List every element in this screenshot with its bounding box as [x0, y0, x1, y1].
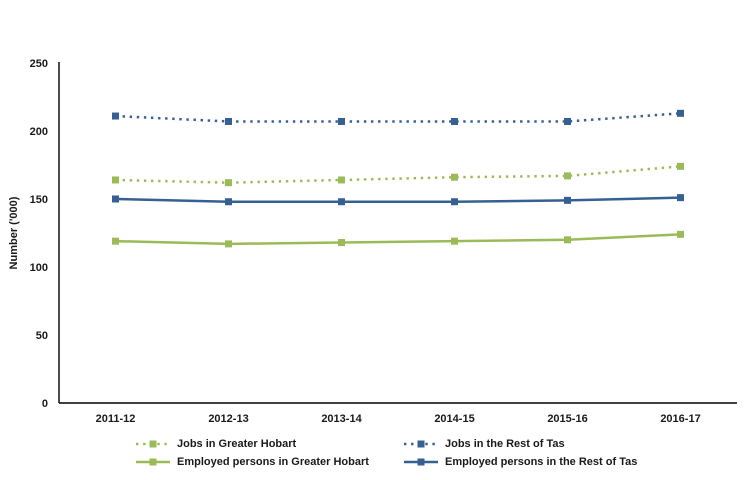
- series-line: [115, 196, 681, 203]
- data-point-marker: [338, 239, 345, 247]
- data-point-marker: [564, 117, 571, 125]
- x-tick-label: 2014-15: [434, 413, 474, 425]
- data-point-marker: [112, 195, 119, 203]
- data-point-marker: [338, 198, 345, 206]
- data-point-marker: [564, 172, 571, 180]
- x-tick-label: 2011-12: [96, 413, 136, 425]
- series-line: [115, 112, 681, 123]
- legend-swatch-green-solid-icon: [136, 458, 170, 466]
- data-point-marker: [451, 198, 458, 206]
- data-point-marker: [225, 198, 232, 206]
- legend-item-employed-greater-hobart: Employed persons in Greater Hobart: [136, 456, 404, 468]
- data-point-marker: [225, 117, 232, 125]
- legend-swatch-blue-solid-icon: [404, 458, 438, 466]
- data-point-marker: [338, 176, 345, 184]
- data-point-marker: [451, 237, 458, 245]
- data-point-marker: [677, 230, 684, 238]
- y-tick-label: 250: [30, 58, 48, 70]
- legend-swatch-green-dotted-icon: [136, 440, 170, 448]
- legend-item-employed-rest-of-tas: Employed persons in the Rest of Tas: [404, 456, 637, 468]
- x-tick-label: 2015-16: [547, 413, 587, 425]
- y-tick-label: 50: [36, 330, 48, 342]
- x-tick-label: 2013-14: [321, 413, 362, 425]
- x-tick-label: 2016-17: [660, 413, 700, 425]
- y-tick-label: 100: [30, 262, 48, 274]
- data-point-marker: [677, 162, 684, 170]
- data-point-marker: [225, 179, 232, 187]
- chart-legend: Jobs in Greater Hobart Jobs in the Rest …: [136, 438, 637, 468]
- data-point-marker: [677, 194, 684, 202]
- y-tick-label: 0: [42, 398, 48, 410]
- data-point-marker: [677, 109, 684, 117]
- legend-label: Jobs in the Rest of Tas: [445, 438, 565, 450]
- data-point-marker: [564, 236, 571, 244]
- legend-item-jobs-rest-of-tas: Jobs in the Rest of Tas: [404, 438, 637, 450]
- data-point-marker: [225, 240, 232, 248]
- y-tick-label: 150: [30, 194, 48, 206]
- x-tick-label: 2012-13: [208, 413, 248, 425]
- legend-label: Employed persons in Greater Hobart: [177, 456, 369, 468]
- legend-swatch-blue-dotted-icon: [404, 440, 438, 448]
- data-point-marker: [451, 173, 458, 181]
- data-point-marker: [338, 117, 345, 125]
- y-tick-label: 200: [30, 126, 48, 138]
- data-point-marker: [564, 196, 571, 204]
- data-point-marker: [451, 117, 458, 125]
- data-point-marker: [112, 237, 119, 245]
- data-point-marker: [112, 112, 119, 120]
- y-axis-title: Number ('000): [8, 196, 20, 270]
- legend-item-jobs-greater-hobart: Jobs in Greater Hobart: [136, 438, 404, 450]
- series-line: [115, 233, 681, 246]
- series-line: [115, 165, 681, 184]
- legend-label: Employed persons in the Rest of Tas: [445, 456, 638, 468]
- data-point-marker: [112, 176, 119, 184]
- legend-label: Jobs in Greater Hobart: [177, 438, 297, 450]
